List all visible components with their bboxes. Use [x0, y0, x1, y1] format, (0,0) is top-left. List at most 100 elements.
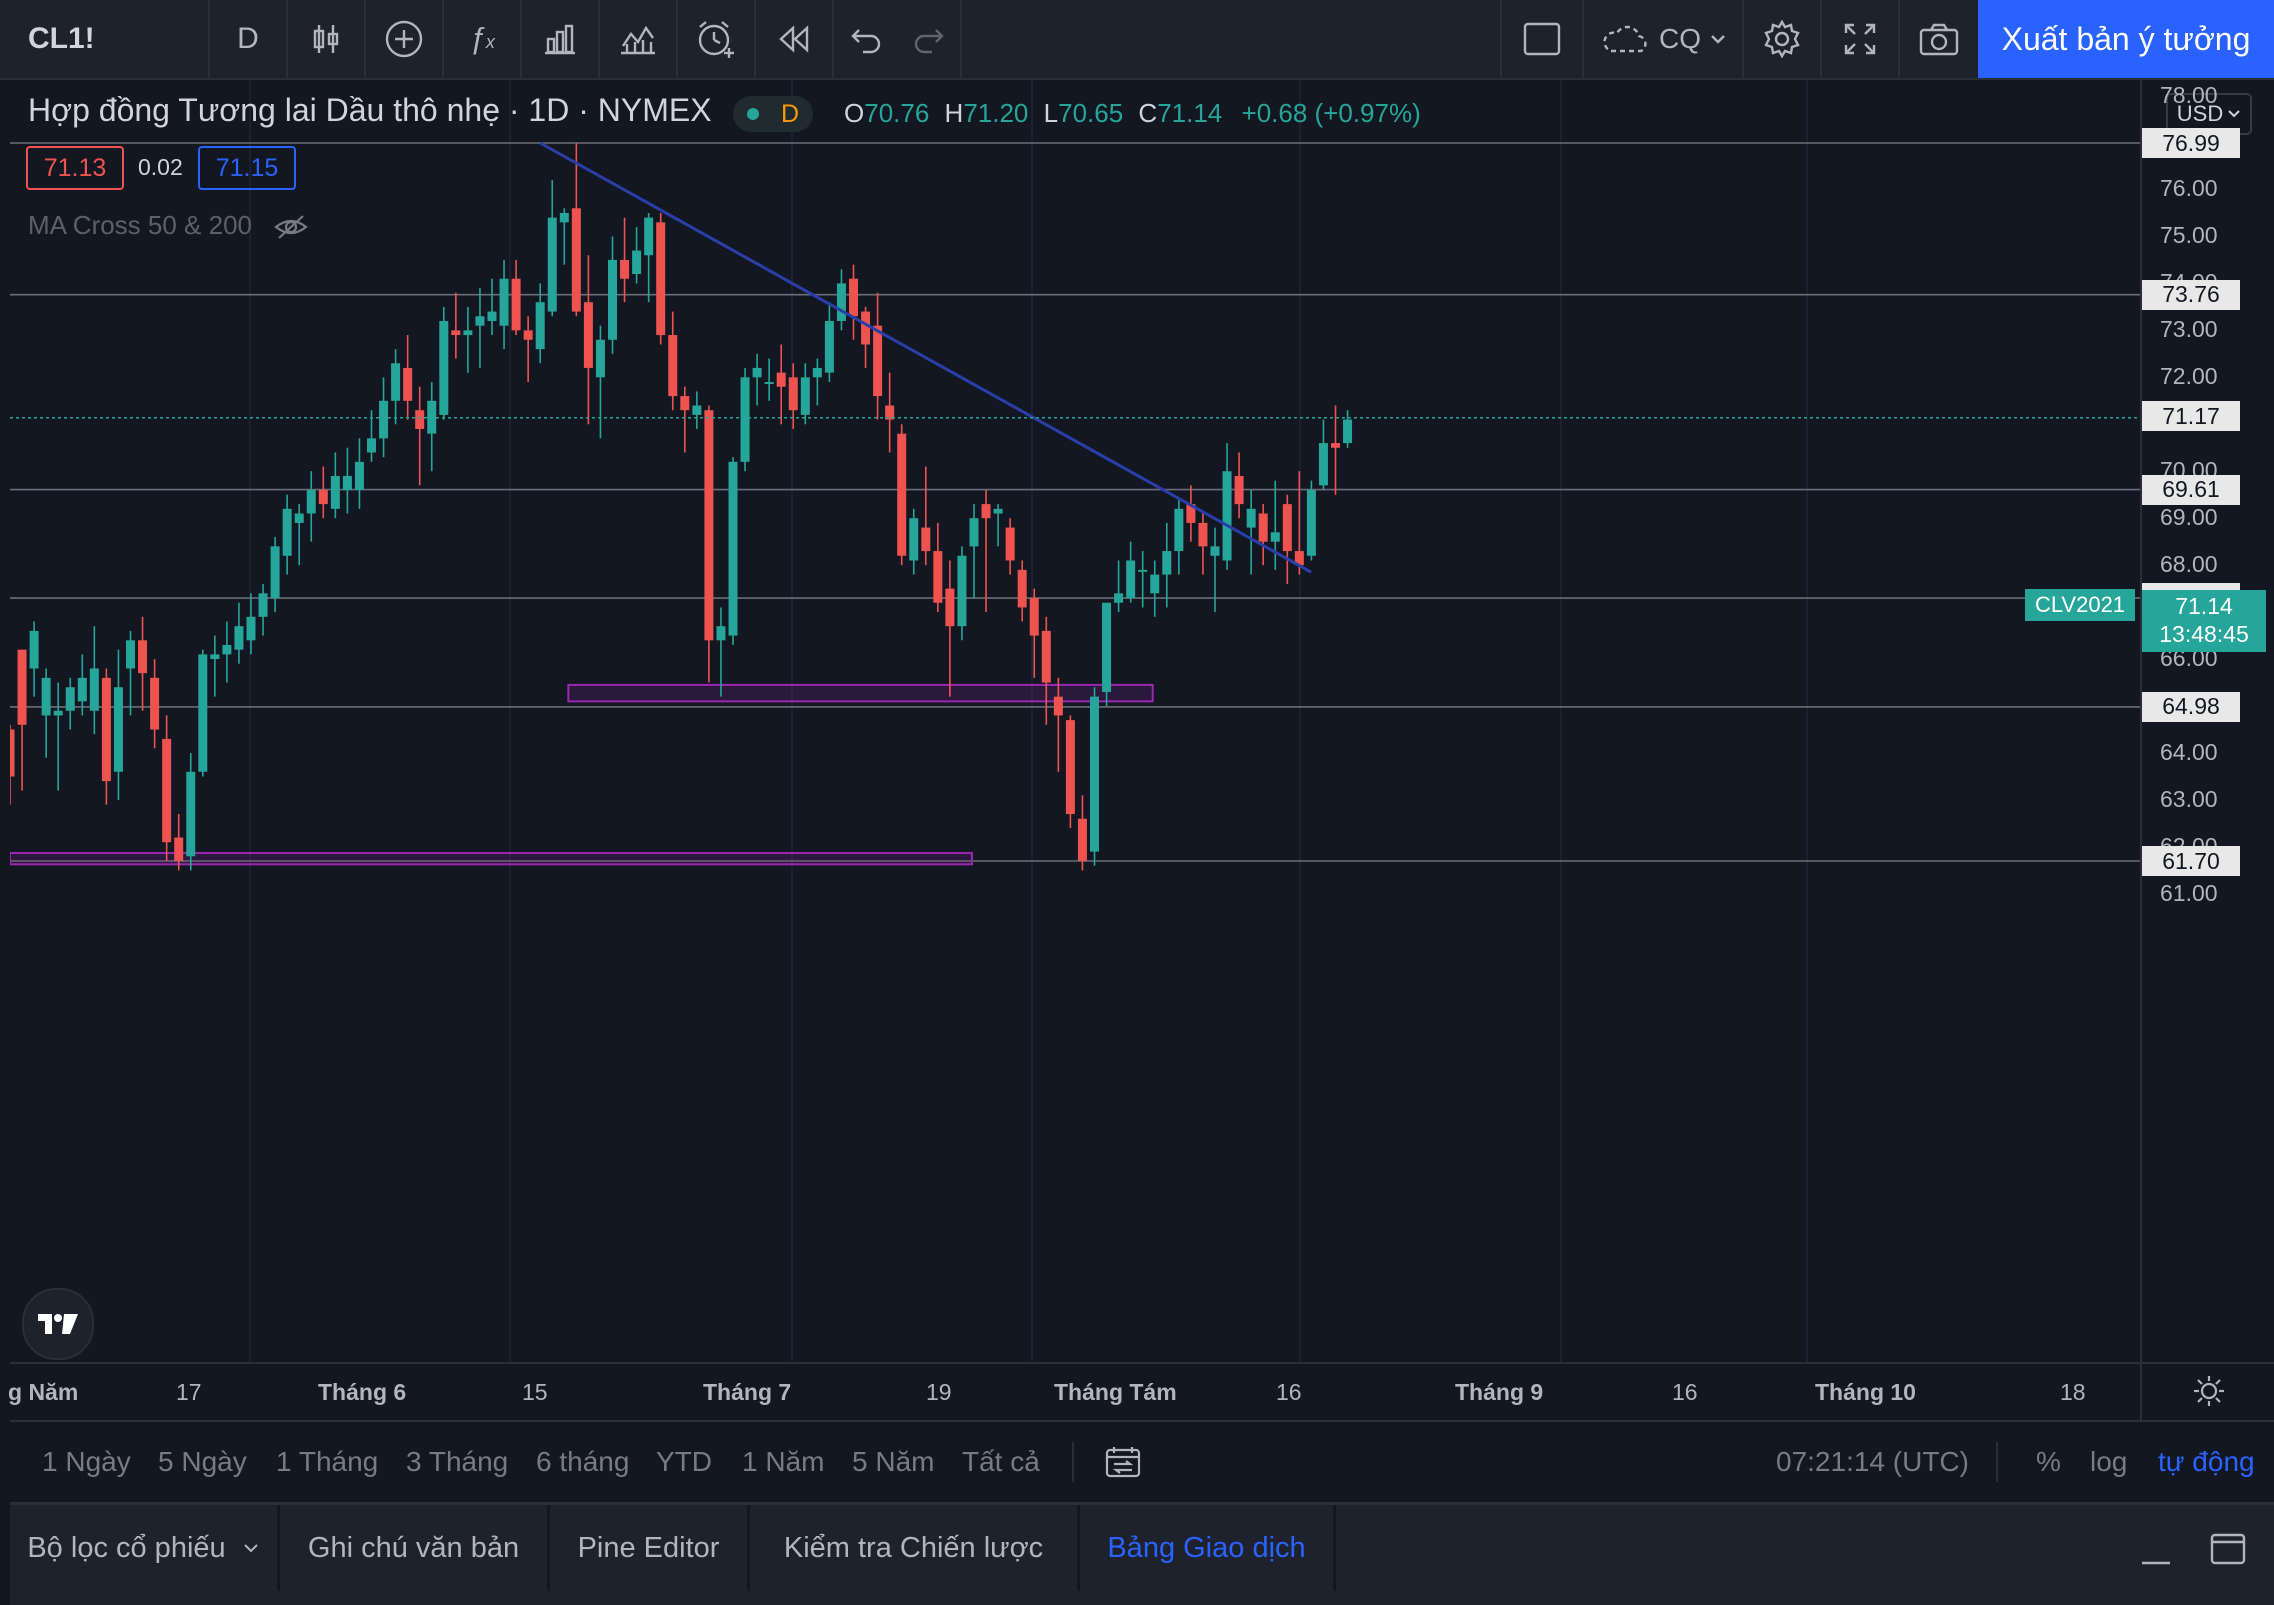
price-chart[interactable] — [10, 80, 2140, 1362]
fullscreen-icon — [1844, 23, 1876, 55]
chevron-down-icon — [243, 1544, 258, 1553]
candle-body — [1126, 560, 1136, 599]
log-toggle[interactable]: log — [2090, 1446, 2128, 1477]
symbol-search-button[interactable]: CL1! — [0, 0, 210, 78]
candle-body — [234, 626, 244, 650]
undo-icon — [851, 29, 881, 54]
layout-button[interactable] — [1500, 0, 1584, 78]
hline-price-label: 69.61 — [2142, 474, 2240, 505]
publish-idea-button[interactable]: Xuất bản ý tưởng — [1978, 0, 2274, 78]
range-5d[interactable]: 5 Ngày — [158, 1446, 247, 1477]
low-value: 70.65 — [1058, 98, 1124, 128]
close-value: 71.14 — [1157, 98, 1223, 128]
range-1d[interactable]: 1 Ngày — [42, 1446, 131, 1477]
interval-button[interactable]: D — [210, 0, 288, 78]
market-status[interactable]: D — [733, 96, 813, 132]
candle-body — [1282, 504, 1292, 552]
candle-body — [1150, 574, 1160, 594]
range-ytd[interactable]: YTD — [656, 1446, 712, 1477]
candle-body — [812, 367, 822, 378]
hline-price-label: 61.70 — [2142, 846, 2240, 876]
trendline[interactable] — [539, 141, 1312, 574]
time-tick: 15 — [522, 1379, 548, 1405]
candle-body — [487, 311, 497, 321]
tab-pine-editor[interactable]: Pine Editor — [550, 1505, 750, 1591]
minimize-panel-button[interactable] — [2134, 1529, 2178, 1573]
candle-body — [1258, 513, 1268, 542]
candle-body — [849, 278, 858, 317]
range-1m[interactable]: 1 Tháng — [276, 1446, 379, 1477]
layout-name: CQ — [1659, 23, 1701, 54]
replay-button[interactable] — [756, 0, 834, 78]
range-1y[interactable]: 1 Năm — [742, 1446, 825, 1477]
time-axis[interactable] — [10, 1362, 2274, 1422]
chart-type-button[interactable] — [288, 0, 366, 78]
snapshot-button[interactable] — [1900, 0, 1978, 78]
templates-icon — [621, 25, 655, 55]
tab-stock-screener[interactable]: Bộ lọc cổ phiếu — [10, 1505, 280, 1591]
buy-button[interactable]: 71.15 — [198, 146, 296, 190]
templates-button[interactable] — [600, 0, 678, 78]
axis-settings-button[interactable] — [2140, 1362, 2274, 1420]
redo-button[interactable] — [898, 0, 962, 78]
indicator-legend[interactable]: MA Cross 50 & 200 — [28, 210, 309, 241]
range-5y[interactable]: 5 Năm — [852, 1446, 935, 1477]
tab-trading-panel[interactable]: Bảng Giao dịch — [1080, 1505, 1336, 1591]
candle-body — [547, 217, 557, 312]
candle-body — [330, 475, 340, 509]
price-tick: 63.00 — [2160, 785, 2218, 812]
price-tick: 61.00 — [2160, 879, 2218, 906]
redo-icon — [914, 29, 944, 54]
candle-body — [535, 302, 545, 350]
bottom-panel-tabs: Bộ lọc cổ phiếu Ghi chú văn bản Pine Edi… — [10, 1502, 2274, 1605]
candle-body — [885, 405, 895, 420]
sell-button[interactable]: 71.13 — [26, 146, 124, 190]
alert-button[interactable] — [678, 0, 756, 78]
candle-body — [788, 377, 798, 411]
candle-body — [475, 316, 485, 326]
candle-body — [716, 626, 726, 641]
financials-button[interactable] — [522, 0, 600, 78]
sun-settings-icon — [2194, 1376, 2224, 1406]
tradingview-logo[interactable] — [22, 1288, 94, 1360]
camera-icon — [1919, 23, 1959, 56]
percent-toggle[interactable]: % — [2036, 1446, 2061, 1477]
candle-body — [1222, 471, 1232, 561]
candle-body — [150, 677, 160, 730]
compare-button[interactable] — [366, 0, 444, 78]
calendar-arrows-icon — [1105, 1447, 1141, 1478]
candle-body — [776, 372, 786, 387]
candle-body — [126, 640, 135, 669]
save-layout-button[interactable]: CQ — [1584, 0, 1744, 78]
settings-button[interactable] — [1744, 0, 1822, 78]
tab-text-notes[interactable]: Ghi chú văn bản — [280, 1505, 550, 1591]
price-axis[interactable] — [2140, 80, 2274, 1362]
goto-date-button[interactable] — [1104, 1422, 1142, 1502]
alarm-clock-icon — [698, 21, 734, 58]
price-tick: 68.00 — [2160, 551, 2218, 578]
market-open-dot — [747, 108, 759, 120]
candle-body — [1017, 569, 1027, 608]
auto-scale-toggle[interactable]: tự động — [2158, 1446, 2255, 1477]
time-tick: Tháng 9 — [1455, 1379, 1544, 1405]
candle-body — [595, 339, 605, 378]
cloud-icon — [1603, 25, 1647, 53]
bar-chart-icon — [545, 24, 575, 55]
candle-body — [897, 433, 907, 556]
range-all[interactable]: Tất cả — [962, 1446, 1040, 1477]
fullscreen-button[interactable] — [1822, 0, 1900, 78]
indicators-button[interactable]: ƒx — [444, 0, 522, 78]
maximize-panel-button[interactable] — [2206, 1527, 2250, 1571]
time-tick: g Năm — [8, 1379, 79, 1405]
candle-body — [1318, 443, 1328, 486]
candle-body — [318, 490, 328, 505]
utc-clock[interactable]: 07:21:14 (UTC) — [1776, 1446, 1969, 1477]
candle-body — [656, 222, 666, 336]
eye-hidden-icon[interactable] — [273, 213, 309, 241]
range-6m[interactable]: 6 tháng — [536, 1446, 630, 1477]
candle-body — [1270, 532, 1280, 542]
undo-button[interactable] — [834, 0, 898, 78]
hline-price-label: 64.98 — [2142, 691, 2240, 722]
tab-strategy-tester[interactable]: Kiểm tra Chiến lược — [750, 1505, 1080, 1591]
range-3m[interactable]: 3 Tháng — [406, 1446, 509, 1477]
